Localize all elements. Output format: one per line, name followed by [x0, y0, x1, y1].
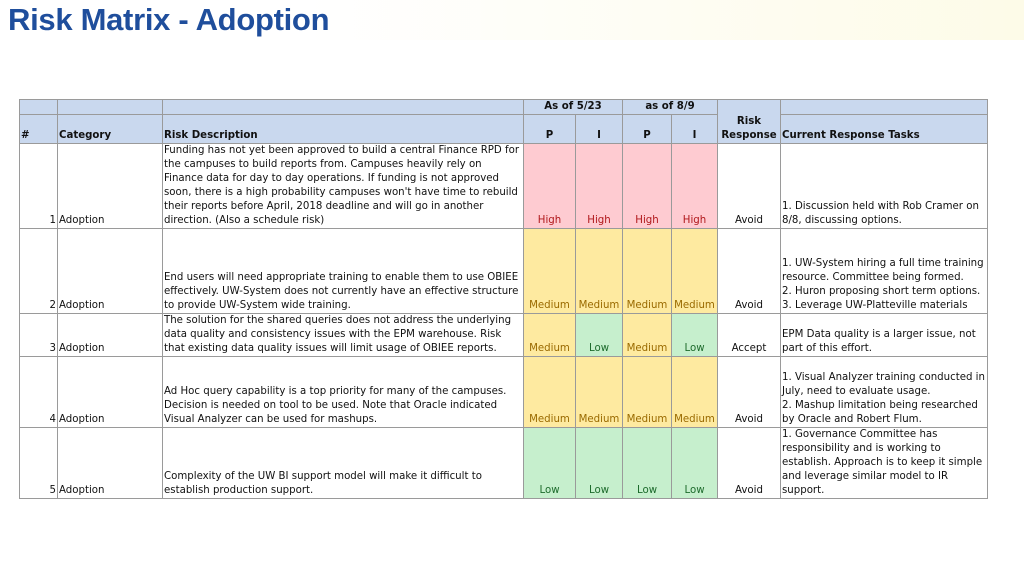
header-risk-response: Risk Response: [717, 99, 781, 144]
header-risk-response-top: Risk: [736, 116, 762, 127]
row-risk-response: Accept: [717, 313, 781, 357]
header-group-as-of-8-9: as of 8/9: [622, 99, 718, 115]
header-probability-8-9: P: [622, 114, 672, 144]
probability-5-23: Low: [523, 427, 576, 499]
header-blank: [19, 99, 58, 115]
row-risk-description: The solution for the shared queries does…: [162, 313, 524, 357]
impact-8-9: Medium: [671, 356, 718, 428]
impact-8-9: High: [671, 143, 718, 229]
row-category: Adoption: [57, 427, 163, 499]
row-risk-response: Avoid: [717, 228, 781, 314]
row-risk-description: Complexity of the UW BI support model wi…: [162, 427, 524, 499]
title-bar: [0, 0, 1024, 40]
row-current-response-tasks: 1. Visual Analyzer training conducted in…: [780, 356, 988, 428]
header-num: #: [19, 114, 58, 144]
table-row: 1 Adoption Funding has not yet been appr…: [19, 143, 988, 229]
probability-8-9: Medium: [622, 228, 672, 314]
impact-5-23: Medium: [575, 356, 623, 428]
probability-5-23: Medium: [523, 313, 576, 357]
impact-5-23: High: [575, 143, 623, 229]
row-risk-response: Avoid: [717, 143, 781, 229]
probability-5-23: Medium: [523, 228, 576, 314]
table-row: 3 Adoption The solution for the shared q…: [19, 313, 988, 357]
table-row: 2 Adoption End users will need appropria…: [19, 228, 988, 314]
row-current-response-tasks: 1. Discussion held with Rob Cramer on 8/…: [780, 143, 988, 229]
probability-8-9: Medium: [622, 313, 672, 357]
impact-8-9: Medium: [671, 228, 718, 314]
header-impact-8-9: I: [671, 114, 718, 144]
row-risk-description: Ad Hoc query capability is a top priorit…: [162, 356, 524, 428]
row-category: Adoption: [57, 143, 163, 229]
probability-8-9: Medium: [622, 356, 672, 428]
row-category: Adoption: [57, 313, 163, 357]
page-title: Risk Matrix - Adoption: [8, 2, 330, 37]
row-risk-response: Avoid: [717, 356, 781, 428]
header-category: Category: [57, 114, 163, 144]
table-row: 5 Adoption Complexity of the UW BI suppo…: [19, 427, 988, 499]
row-category: Adoption: [57, 356, 163, 428]
impact-8-9: Low: [671, 313, 718, 357]
impact-5-23: Medium: [575, 228, 623, 314]
row-risk-response: Avoid: [717, 427, 781, 499]
header-row-groups: As of 5/23 as of 8/9 Risk Response: [19, 99, 988, 144]
probability-5-23: High: [523, 143, 576, 229]
probability-5-23: Medium: [523, 356, 576, 428]
row-current-response-tasks: 1. UW-System hiring a full time training…: [780, 228, 988, 314]
header-group-as-of-5-23: As of 5/23: [523, 99, 623, 115]
row-number: 5: [19, 427, 58, 499]
table-row: 4 Adoption Ad Hoc query capability is a …: [19, 356, 988, 428]
header-row-columns: # Category Risk Description P I P I Curr…: [19, 114, 988, 144]
header-current-response-tasks: Current Response Tasks: [780, 114, 988, 144]
impact-8-9: Low: [671, 427, 718, 499]
row-number: 3: [19, 313, 58, 357]
impact-5-23: Low: [575, 313, 623, 357]
row-category: Adoption: [57, 228, 163, 314]
row-number: 1: [19, 143, 58, 229]
risk-rows: 1 Adoption Funding has not yet been appr…: [19, 143, 988, 499]
header-blank: [780, 99, 988, 115]
impact-5-23: Low: [575, 427, 623, 499]
row-risk-description: Funding has not yet been approved to bui…: [162, 143, 524, 229]
header-risk-response-bottom: Response: [721, 130, 777, 141]
header-impact-5-23: I: [575, 114, 623, 144]
probability-8-9: High: [622, 143, 672, 229]
header-blank: [162, 99, 524, 115]
header-blank: [57, 99, 163, 115]
header-risk-description: Risk Description: [162, 114, 524, 144]
row-current-response-tasks: EPM Data quality is a larger issue, not …: [780, 313, 988, 357]
row-number: 2: [19, 228, 58, 314]
header-probability-5-23: P: [523, 114, 576, 144]
row-number: 4: [19, 356, 58, 428]
row-current-response-tasks: 1. Governance Committee has responsibili…: [780, 427, 988, 499]
row-risk-description: End users will need appropriate training…: [162, 228, 524, 314]
probability-8-9: Low: [622, 427, 672, 499]
risk-matrix-table: As of 5/23 as of 8/9 Risk Response # Cat…: [19, 99, 988, 499]
